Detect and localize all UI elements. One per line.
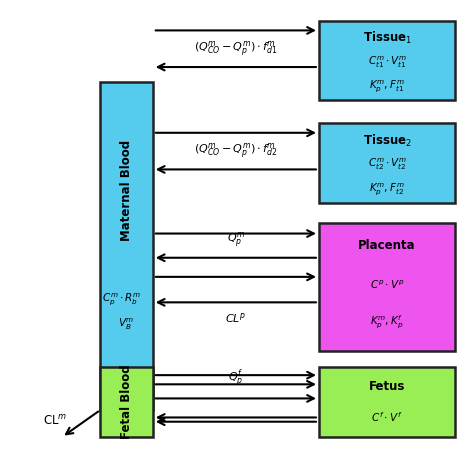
Text: $Q_p^m$: $Q_p^m$ — [227, 230, 245, 249]
Text: $Q_p^f$: $Q_p^f$ — [228, 368, 244, 390]
Text: Fetal Blood: Fetal Blood — [120, 365, 133, 439]
Bar — [319, 367, 456, 437]
Text: $C^p \cdot V^p$: $C^p \cdot V^p$ — [370, 278, 404, 291]
Text: $CL^p$: $CL^p$ — [225, 310, 246, 325]
Text: $(Q_{CO}^m - Q_p^m) \cdot f_{d1}^m$: $(Q_{CO}^m - Q_p^m) \cdot f_{d1}^m$ — [194, 39, 278, 59]
Text: $C_p^m \cdot R_b^m$: $C_p^m \cdot R_b^m$ — [102, 291, 142, 307]
Text: $K_p^m, K_p^f$: $K_p^m, K_p^f$ — [371, 314, 404, 331]
Bar — [100, 82, 153, 410]
Bar — [319, 123, 456, 203]
Bar — [100, 367, 153, 437]
Text: Fetus: Fetus — [369, 380, 405, 393]
Text: Tissue$_1$: Tissue$_1$ — [363, 30, 411, 46]
Text: $K_p^m, F_{t1}^m$: $K_p^m, F_{t1}^m$ — [369, 78, 405, 94]
Bar — [319, 223, 456, 351]
Text: $(Q_{CO}^m - Q_p^m) \cdot f_{d2}^m$: $(Q_{CO}^m - Q_p^m) \cdot f_{d2}^m$ — [194, 142, 277, 161]
Text: $V_B^m$: $V_B^m$ — [118, 317, 135, 332]
Text: $C_{t2}^m \cdot V_{t2}^m$: $C_{t2}^m \cdot V_{t2}^m$ — [367, 157, 407, 173]
Text: Maternal Blood: Maternal Blood — [120, 140, 133, 241]
Text: $C^f \cdot V^f$: $C^f \cdot V^f$ — [372, 410, 403, 424]
Text: Tissue$_2$: Tissue$_2$ — [363, 133, 411, 149]
Text: CL$^m$: CL$^m$ — [43, 414, 67, 428]
Text: $K_p^m, F_{t2}^m$: $K_p^m, F_{t2}^m$ — [369, 181, 405, 197]
Text: Placenta: Placenta — [358, 238, 416, 252]
Bar — [319, 21, 456, 100]
Text: $C_{t1}^m \cdot V_{t1}^m$: $C_{t1}^m \cdot V_{t1}^m$ — [367, 55, 407, 70]
